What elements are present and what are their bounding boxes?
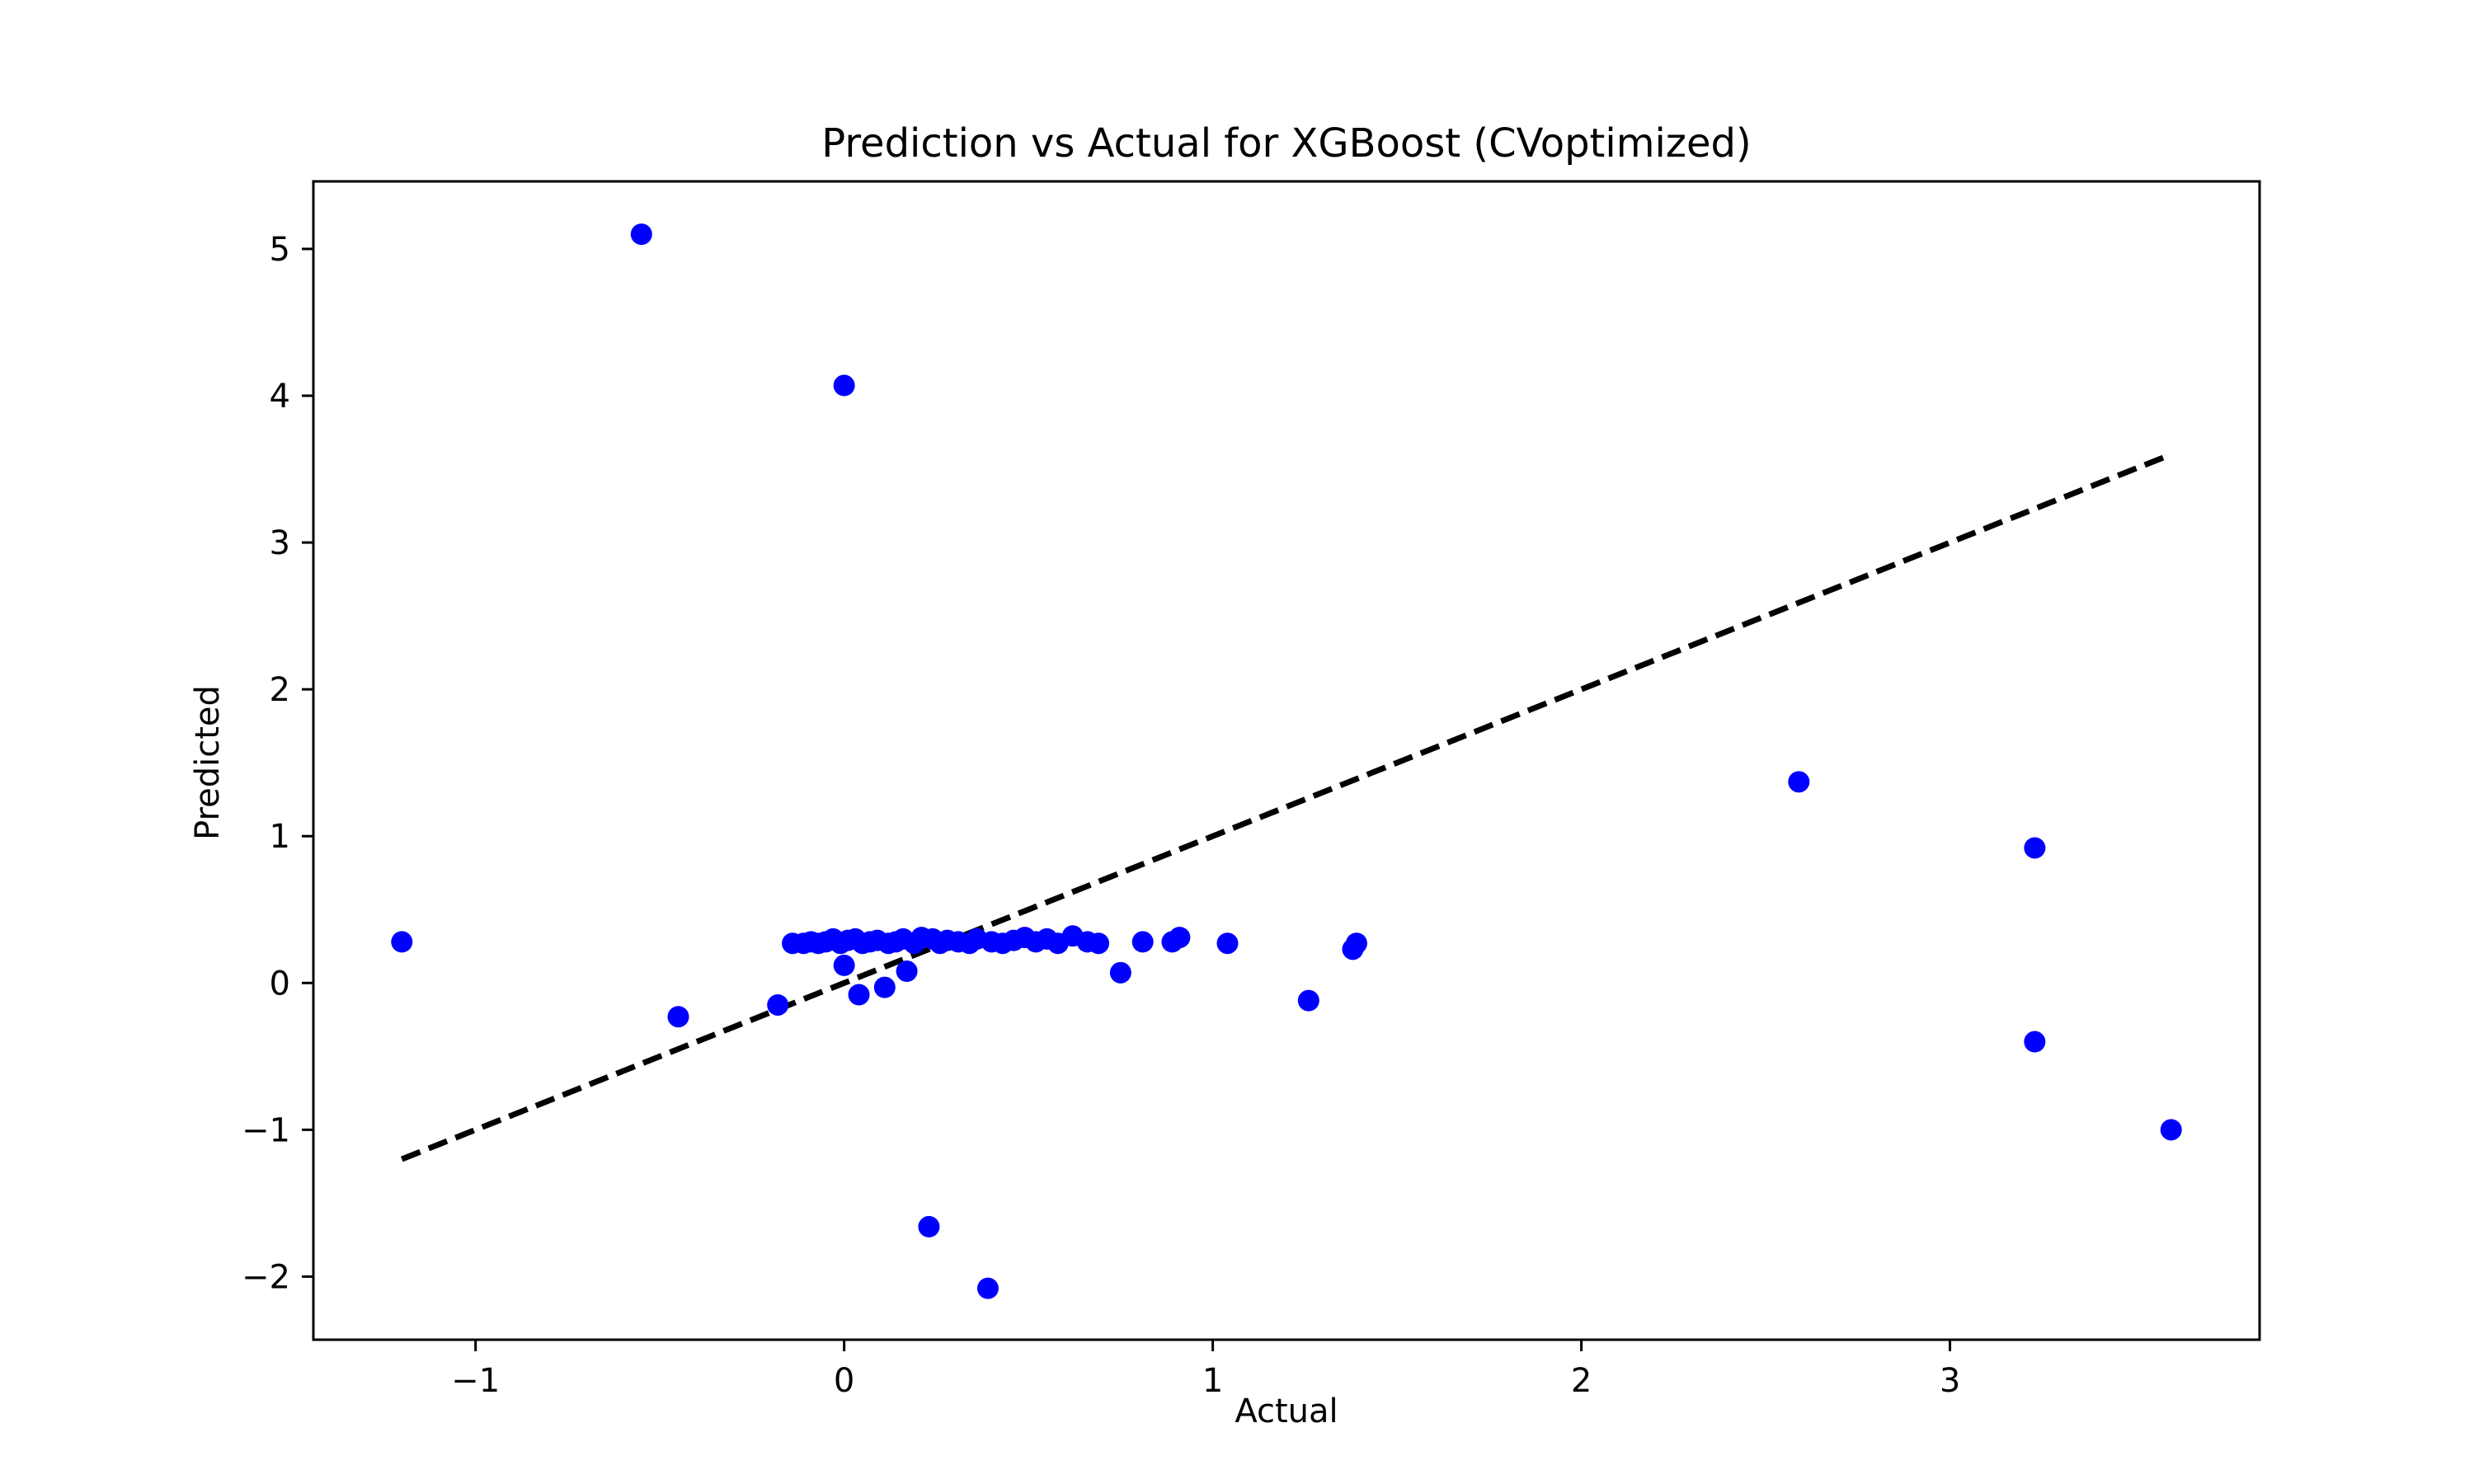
data-point [630, 223, 652, 246]
y-tick-label: 3 [270, 524, 290, 562]
data-point [1788, 771, 1810, 793]
y-tick-label: 0 [270, 965, 290, 1003]
x-axis-label: Actual [1235, 1392, 1338, 1430]
y-tick-label: 1 [270, 818, 290, 856]
plot-frame [312, 180, 2261, 1341]
data-point [896, 960, 918, 983]
data-point [918, 1215, 940, 1237]
data-point [833, 954, 855, 976]
data-point [2024, 1031, 2046, 1053]
y-tick-label: 5 [270, 231, 290, 269]
x-tick-label: 1 [1202, 1362, 1223, 1400]
data-point [391, 931, 413, 953]
x-tick-label: 3 [1940, 1362, 1960, 1400]
data-point [848, 984, 870, 1006]
data-point [873, 976, 896, 998]
y-axis-label: Predicted [189, 685, 227, 840]
data-point [833, 374, 855, 397]
data-point [1169, 927, 1191, 949]
data-point [1345, 932, 1367, 955]
data-point [1131, 931, 1154, 953]
chart-title: Prediction vs Actual for XGBoost (CVopti… [821, 120, 1751, 167]
x-tick-label: 2 [1571, 1362, 1592, 1400]
x-tick-label: −1 [451, 1362, 500, 1400]
data-point [767, 993, 789, 1016]
points-layer [391, 223, 2182, 1299]
data-point [1216, 932, 1239, 955]
data-point [2024, 837, 2046, 859]
data-point [976, 1277, 999, 1299]
y-tick-label: −2 [242, 1258, 290, 1296]
y-tick-label: 4 [270, 378, 290, 416]
axis-ticks: −1 0 1 2 3 −2 −1 0 1 2 3 4 5 [242, 231, 1960, 1400]
data-point [667, 1006, 689, 1028]
x-tick-label: 0 [834, 1362, 854, 1400]
data-point [1088, 932, 1110, 955]
data-point [1109, 961, 1131, 984]
data-point [2160, 1119, 2182, 1141]
y-tick-label: −1 [242, 1111, 290, 1149]
data-point [1297, 989, 1319, 1012]
y-tick-label: 2 [270, 671, 290, 709]
